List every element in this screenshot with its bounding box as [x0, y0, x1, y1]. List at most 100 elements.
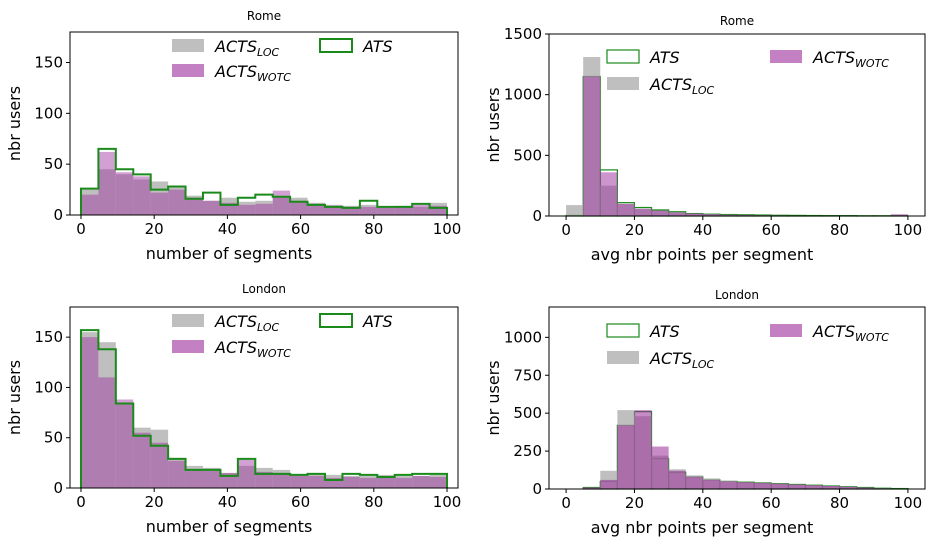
legend-label: ATS — [362, 312, 393, 331]
x-axis-label: number of segments — [146, 244, 313, 263]
histogram-bar — [342, 206, 360, 215]
histogram-bar — [307, 202, 326, 215]
histogram-bar — [150, 442, 169, 488]
chart-title: Rome — [720, 14, 754, 28]
histogram-bar — [359, 477, 378, 488]
y-tick-label: 50 — [44, 429, 63, 447]
histogram-bar — [115, 402, 134, 488]
histogram-bar — [237, 465, 256, 488]
legend: ACTSLOC ACTSWOTC ATS — [172, 312, 393, 360]
y-tick-label: 500 — [513, 146, 542, 164]
histogram-bar — [754, 482, 772, 489]
histogram-bar — [185, 195, 203, 215]
histogram-bar — [342, 476, 360, 488]
histogram-bar — [394, 477, 413, 488]
x-axis-label: avg nbr points per segment — [591, 518, 814, 537]
histogram-bar — [805, 485, 823, 489]
histogram-bar — [583, 487, 601, 489]
histogram-bar — [685, 213, 703, 216]
x-tick-label: 20 — [625, 221, 644, 239]
histogram-bar — [634, 208, 652, 216]
histogram-step-line — [79, 147, 449, 215]
legend-item: ATS — [319, 37, 393, 56]
histogram-bar — [839, 486, 857, 489]
histogram-bar — [600, 172, 618, 216]
legend-label: ACTSLOC — [214, 312, 279, 334]
legend-swatch — [606, 323, 640, 338]
histogram-bar — [115, 172, 134, 215]
x-tick-label: 60 — [762, 221, 781, 239]
histogram-bar — [737, 482, 755, 489]
x-tick-label: 0 — [76, 493, 86, 511]
histogram-bar — [168, 185, 186, 215]
histogram-bar — [168, 457, 186, 488]
x-tick-label: 80 — [830, 221, 849, 239]
legend-item: ACTSWOTC — [172, 62, 291, 84]
legend-label: ACTSWOTC — [214, 338, 291, 360]
histogram-bar — [617, 425, 635, 489]
histogram-bar — [359, 206, 378, 215]
histogram-bar — [80, 337, 99, 488]
histogram-bar — [307, 204, 326, 215]
histogram-bar — [98, 342, 116, 488]
histogram-bar — [412, 204, 430, 215]
legend-label: ACTSLOC — [649, 75, 714, 97]
histogram-bar — [412, 206, 430, 215]
histogram-bar — [98, 377, 116, 488]
legend-swatch — [172, 64, 204, 77]
histogram-bar — [719, 481, 737, 489]
x-tick-label: 100 — [433, 220, 462, 238]
legend-item: ACTSLOC — [172, 37, 279, 59]
x-tick-label: 0 — [76, 220, 86, 238]
histogram-bar — [255, 471, 273, 488]
legend-swatch — [319, 313, 353, 328]
histogram-bar — [290, 475, 308, 488]
histogram-bar — [115, 399, 134, 488]
histogram-bar — [342, 475, 360, 488]
histogram-bar — [583, 76, 601, 216]
legend-item: ACTSWOTC — [172, 338, 291, 360]
histogram-bar — [359, 475, 378, 488]
histogram-bar — [168, 189, 186, 215]
histogram-bar — [150, 192, 169, 215]
legend-item: ACTSWOTC — [770, 322, 889, 344]
legend-label: ACTSWOTC — [214, 62, 291, 84]
axes-frame — [69, 31, 459, 216]
histogram-bar — [856, 487, 874, 489]
y-tick-label: 250 — [513, 442, 542, 460]
x-tick-label: 100 — [433, 493, 462, 511]
x-tick-label: 0 — [561, 221, 571, 239]
y-tick-label: 1000 — [504, 86, 542, 104]
histogram-bar — [272, 196, 291, 215]
histogram-bar — [394, 475, 413, 488]
x-tick-label: 40 — [693, 221, 712, 239]
histogram-bar — [685, 476, 703, 489]
legend-label: ATS — [649, 322, 680, 341]
x-tick-label: 40 — [693, 494, 712, 512]
histogram-bar — [80, 332, 99, 488]
histogram-bar — [80, 189, 99, 215]
x-tick-label: 80 — [364, 220, 383, 238]
legend-item: ACTSLOC — [172, 312, 279, 334]
x-tick-label: 0 — [561, 494, 571, 512]
x-tick-label: 60 — [762, 494, 781, 512]
legend-swatch — [607, 351, 639, 364]
y-tick-label: 150 — [34, 328, 63, 346]
legend-item: ATS — [606, 322, 680, 341]
y-tick-label: 100 — [34, 378, 63, 396]
histogram-bar — [272, 190, 291, 215]
histogram-bar — [359, 204, 378, 215]
chart-title: London — [715, 288, 759, 302]
histogram-bar — [429, 202, 448, 215]
y-tick-label: 0 — [532, 207, 542, 225]
histogram-bar — [185, 197, 203, 215]
histogram-bar — [255, 467, 273, 488]
x-axis-label: number of segments — [146, 517, 313, 536]
histogram-bar — [429, 205, 448, 215]
legend-label: ATS — [649, 48, 680, 67]
chart-title: London — [242, 282, 286, 296]
histogram-bar — [168, 460, 186, 488]
histogram-bar — [133, 427, 151, 488]
